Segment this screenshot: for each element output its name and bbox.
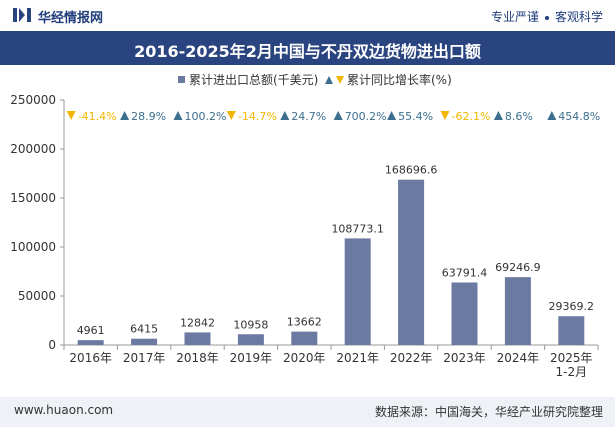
bar	[344, 238, 371, 345]
legend: 累计进出口总额(千美元) 累计同比增长率(%)	[178, 72, 452, 87]
bar	[131, 338, 158, 345]
x-tick-label: 2022年	[390, 351, 433, 365]
x-tick-label: 2019年	[230, 351, 273, 365]
bar-value-label: 69246.9	[495, 261, 541, 274]
bar-value-label: 6415	[130, 323, 158, 336]
bar	[504, 277, 531, 345]
bar	[291, 331, 318, 345]
separator-dot-icon	[544, 15, 549, 20]
bar	[558, 316, 585, 345]
growth-up-triangle-icon	[547, 111, 557, 120]
growth-label: 100.2%	[185, 110, 227, 123]
x-tick-label: 1-2月	[555, 365, 587, 379]
growth-up-triangle-icon	[120, 111, 130, 120]
y-tick-label: 0	[48, 338, 56, 352]
x-tick-label: 2018年	[176, 351, 219, 365]
top-bar: 华经情报网 专业严谨 客观科学	[0, 0, 615, 30]
bar	[77, 340, 104, 345]
y-tick-label: 50000	[18, 289, 56, 303]
bar	[237, 334, 264, 345]
growth-up-triangle-icon	[173, 111, 183, 120]
tagline-professional: 专业严谨	[490, 10, 539, 24]
legend-up-triangle-icon	[325, 76, 333, 84]
growth-label: -62.1%	[452, 110, 491, 123]
growth-label: -41.4%	[78, 110, 117, 123]
y-tick-label: 200000	[10, 142, 56, 156]
bar-value-label: 63791.4	[442, 266, 488, 279]
y-tick-label: 150000	[10, 191, 56, 205]
x-tick-label: 2020年	[283, 351, 326, 365]
bar-value-label: 168696.6	[385, 164, 438, 177]
chart-title: 2016-2025年2月中国与不丹双边货物进出口额	[134, 42, 481, 61]
legend-bar-label: 累计进出口总额(千美元)	[189, 73, 318, 87]
x-tick-label: 2017年	[123, 351, 166, 365]
x-tick-label: 2023年	[443, 351, 486, 365]
growth-down-triangle-icon	[440, 111, 450, 120]
title-bar	[0, 31, 615, 65]
tagline-objective: 客观科学	[554, 10, 603, 24]
growth-up-triangle-icon	[280, 111, 290, 120]
growth-label: 55.4%	[398, 110, 433, 123]
growth-up-triangle-icon	[333, 111, 343, 120]
x-tick-label: 2024年	[497, 351, 540, 365]
y-tick-label: 100000	[10, 240, 56, 254]
bar-value-label: 29369.2	[549, 300, 595, 313]
bar-value-label: 10958	[233, 318, 268, 331]
growth-label: 8.6%	[505, 110, 533, 123]
growth-label: 28.9%	[131, 110, 166, 123]
bar	[398, 179, 425, 345]
legend-down-triangle-icon	[336, 76, 344, 84]
growth-label: 454.8%	[558, 110, 600, 123]
growth-label: -14.7%	[238, 110, 277, 123]
growth-up-triangle-icon	[387, 111, 397, 120]
growth-label: 700.2%	[345, 110, 387, 123]
growth-up-triangle-icon	[493, 111, 503, 120]
bar-chart: 0 50000 100000 150000 200000 250000 4961 2016年 -…	[10, 93, 600, 379]
legend-growth-label: 累计同比增长率(%)	[347, 72, 452, 87]
x-tick-label: 2016年	[69, 351, 112, 365]
footer-website: www.huaon.com	[14, 403, 114, 417]
legend-bar-swatch-icon	[178, 76, 185, 83]
bar-value-label: 108773.1	[331, 222, 384, 235]
x-tick-label: 2025年	[550, 351, 593, 365]
huajing-logo-icon	[13, 8, 31, 22]
bar	[451, 282, 478, 345]
y-tick-label: 250000	[10, 93, 56, 107]
footer-bar	[0, 397, 615, 427]
growth-down-triangle-icon	[226, 111, 236, 120]
bar	[184, 332, 211, 345]
footer-source: 数据来源：中国海关，华经产业研究院整理	[374, 405, 603, 419]
brand-name: 华经情报网	[38, 11, 104, 26]
x-tick-label: 2021年	[336, 351, 379, 365]
bar-value-label: 12842	[180, 316, 215, 329]
growth-down-triangle-icon	[66, 111, 76, 120]
bar-value-label: 4961	[77, 324, 105, 337]
growth-label: 24.7%	[291, 110, 326, 123]
tagline: 专业严谨 客观科学	[491, 8, 603, 25]
bar-value-label: 13662	[287, 316, 322, 329]
